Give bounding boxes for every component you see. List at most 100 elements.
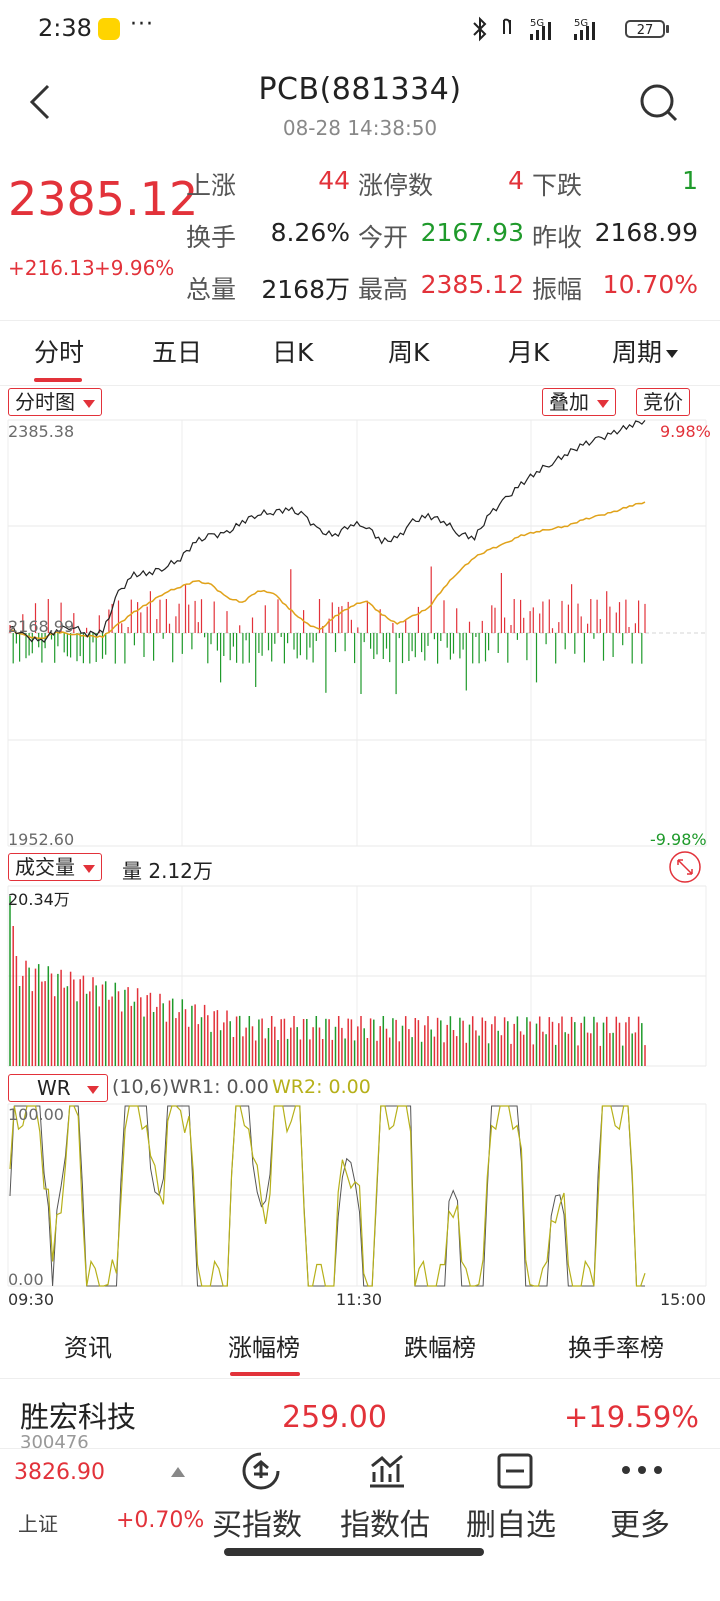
tab-active-indicator (34, 378, 82, 382)
network-signal-icon: 5G 5G (503, 18, 595, 40)
chart-grid (7, 419, 707, 1287)
stat-value-down-count: 1 (682, 166, 698, 195)
chevron-down-icon (666, 350, 679, 358)
stat-label-down-count: 下跌 (532, 171, 583, 200)
quote-timestamp: 08-28 14:38:50 (282, 116, 438, 140)
svg-text:5G: 5G (574, 18, 588, 29)
tab-losers[interactable]: 跌幅榜 (404, 1334, 476, 1362)
page-title: PCB(881334) (258, 72, 462, 107)
volume-indicator-dropdown[interactable]: 成交量 (8, 853, 102, 881)
index-estimate-button[interactable]: 指数估 (340, 1508, 430, 1543)
price-change: +216.13 (8, 256, 95, 280)
stat-value-limit-up: 4 (508, 166, 524, 195)
tab-news[interactable]: 资讯 (64, 1334, 112, 1362)
chart-period-tabs: 分时 五日 日K 周K 月K 周期 (0, 320, 720, 386)
more-notifications-icon: ··· (130, 12, 154, 37)
ranking-tabs: 资讯 涨幅榜 跌幅榜 换手率榜 (0, 1316, 720, 1379)
stat-label-up-count: 上涨 (186, 171, 237, 200)
stock-name: 胜宏科技 (20, 1400, 137, 1434)
tab-monthly-k[interactable]: 月K (508, 338, 550, 367)
wr1-line (9, 1105, 645, 1287)
tab-gainers[interactable]: 涨幅榜 (228, 1334, 300, 1362)
auction-label: 竞价 (643, 390, 683, 414)
price-axis-ref: 2168.99 (8, 617, 75, 636)
pct-axis-min: -9.98% (650, 830, 707, 849)
buy-index-button[interactable]: 买指数 (212, 1508, 302, 1543)
more-icon[interactable] (620, 1460, 664, 1480)
tab-five-day[interactable]: 五日 (152, 338, 203, 367)
stat-label-limit-up: 涨停数 (358, 171, 434, 200)
tab-weekly-k[interactable]: 周K (388, 338, 430, 367)
time-axis-end: 15:00 (660, 1290, 707, 1309)
price-line (9, 420, 646, 643)
ranking-tab-indicator (230, 1372, 300, 1376)
stat-value-prev-close: 2168.99 (594, 218, 698, 247)
stat-value-amplitude: 10.70% (602, 270, 698, 299)
price-axis-max: 2385.38 (8, 422, 75, 441)
wr-indicator-dropdown[interactable]: WR (8, 1074, 108, 1102)
index-change: +0.70% (116, 1508, 205, 1533)
wr-indicator-label: WR (37, 1076, 71, 1100)
stat-value-up-count: 44 (318, 166, 350, 195)
chart-type-label: 分时图 (15, 390, 75, 414)
chevron-down-icon (83, 399, 95, 408)
time-axis-mid: 11:30 (336, 1290, 383, 1309)
stat-label-volume: 总量 (186, 275, 237, 304)
stat-label-high: 最高 (358, 275, 409, 304)
stock-price: 259.00 (282, 1400, 387, 1435)
remove-watchlist-icon[interactable] (494, 1450, 536, 1492)
chevron-down-icon (597, 399, 609, 408)
search-icon[interactable] (638, 82, 680, 124)
intraday-chart[interactable] (0, 418, 720, 1318)
price-change-percent: +9.96% (94, 256, 175, 280)
price-change-bars (9, 566, 646, 695)
app-notification-icon (98, 18, 120, 40)
status-bar: 2:38 ··· 5G 5G 27 (0, 0, 720, 60)
stat-label-amplitude: 振幅 (532, 275, 583, 304)
chart-type-dropdown[interactable]: 分时图 (8, 388, 102, 416)
bluetooth-icon (473, 16, 487, 42)
stat-value-high: 2385.12 (420, 270, 524, 299)
auction-button[interactable]: 竞价 (636, 388, 690, 416)
stat-label-open: 今开 (358, 223, 409, 252)
index-value[interactable]: 3826.90 (14, 1460, 105, 1485)
battery-indicator: 27 (625, 20, 665, 38)
current-price: 2385.12 (8, 172, 199, 226)
wr-axis-max: 100.00 (8, 1105, 64, 1124)
remove-watchlist-button[interactable]: 删自选 (466, 1508, 556, 1543)
index-estimate-icon[interactable] (366, 1450, 408, 1492)
stat-value-open: 2167.93 (420, 218, 524, 247)
wr-axis-min: 0.00 (8, 1270, 44, 1289)
buy-index-icon[interactable] (240, 1450, 282, 1492)
stat-value-turnover: 8.26% (270, 218, 350, 247)
pct-axis-max: 9.98% (660, 422, 711, 441)
stat-value-volume: 2168万 (261, 275, 350, 304)
volume-bars (9, 896, 646, 1066)
tab-turnover-rank[interactable]: 换手率榜 (568, 1334, 664, 1362)
svg-text:5G: 5G (530, 18, 544, 29)
wr-params: (10,6) (112, 1076, 170, 1098)
tab-daily-k[interactable]: 日K (272, 338, 314, 367)
volume-current: 量 2.12万 (122, 859, 213, 883)
home-indicator (224, 1548, 484, 1556)
overlay-dropdown[interactable]: 叠加 (542, 388, 616, 416)
price-axis-min: 1952.60 (8, 830, 75, 849)
more-button[interactable]: 更多 (610, 1508, 670, 1543)
chevron-down-icon (83, 864, 95, 873)
wr2-value: WR2: 0.00 (272, 1076, 371, 1098)
status-time: 2:38 (38, 14, 92, 42)
back-arrow-icon[interactable] (24, 82, 60, 122)
stock-change: +19.59% (564, 1400, 699, 1434)
chevron-down-icon (86, 1085, 99, 1094)
volume-indicator-label: 成交量 (15, 855, 75, 879)
average-price-line (9, 501, 646, 640)
expand-chart-icon[interactable] (668, 850, 702, 884)
stat-label-turnover: 换手 (186, 223, 237, 252)
index-name: 上证 (18, 1512, 58, 1536)
time-axis-start: 09:30 (8, 1290, 55, 1309)
battery-tip (666, 25, 669, 33)
tab-intraday[interactable]: 分时 (34, 338, 85, 367)
overlay-label: 叠加 (549, 390, 589, 414)
list-item[interactable]: 胜宏科技 300476 259.00 +19.59% (0, 1380, 720, 1448)
tab-period-dropdown[interactable]: 周期 (612, 333, 679, 369)
